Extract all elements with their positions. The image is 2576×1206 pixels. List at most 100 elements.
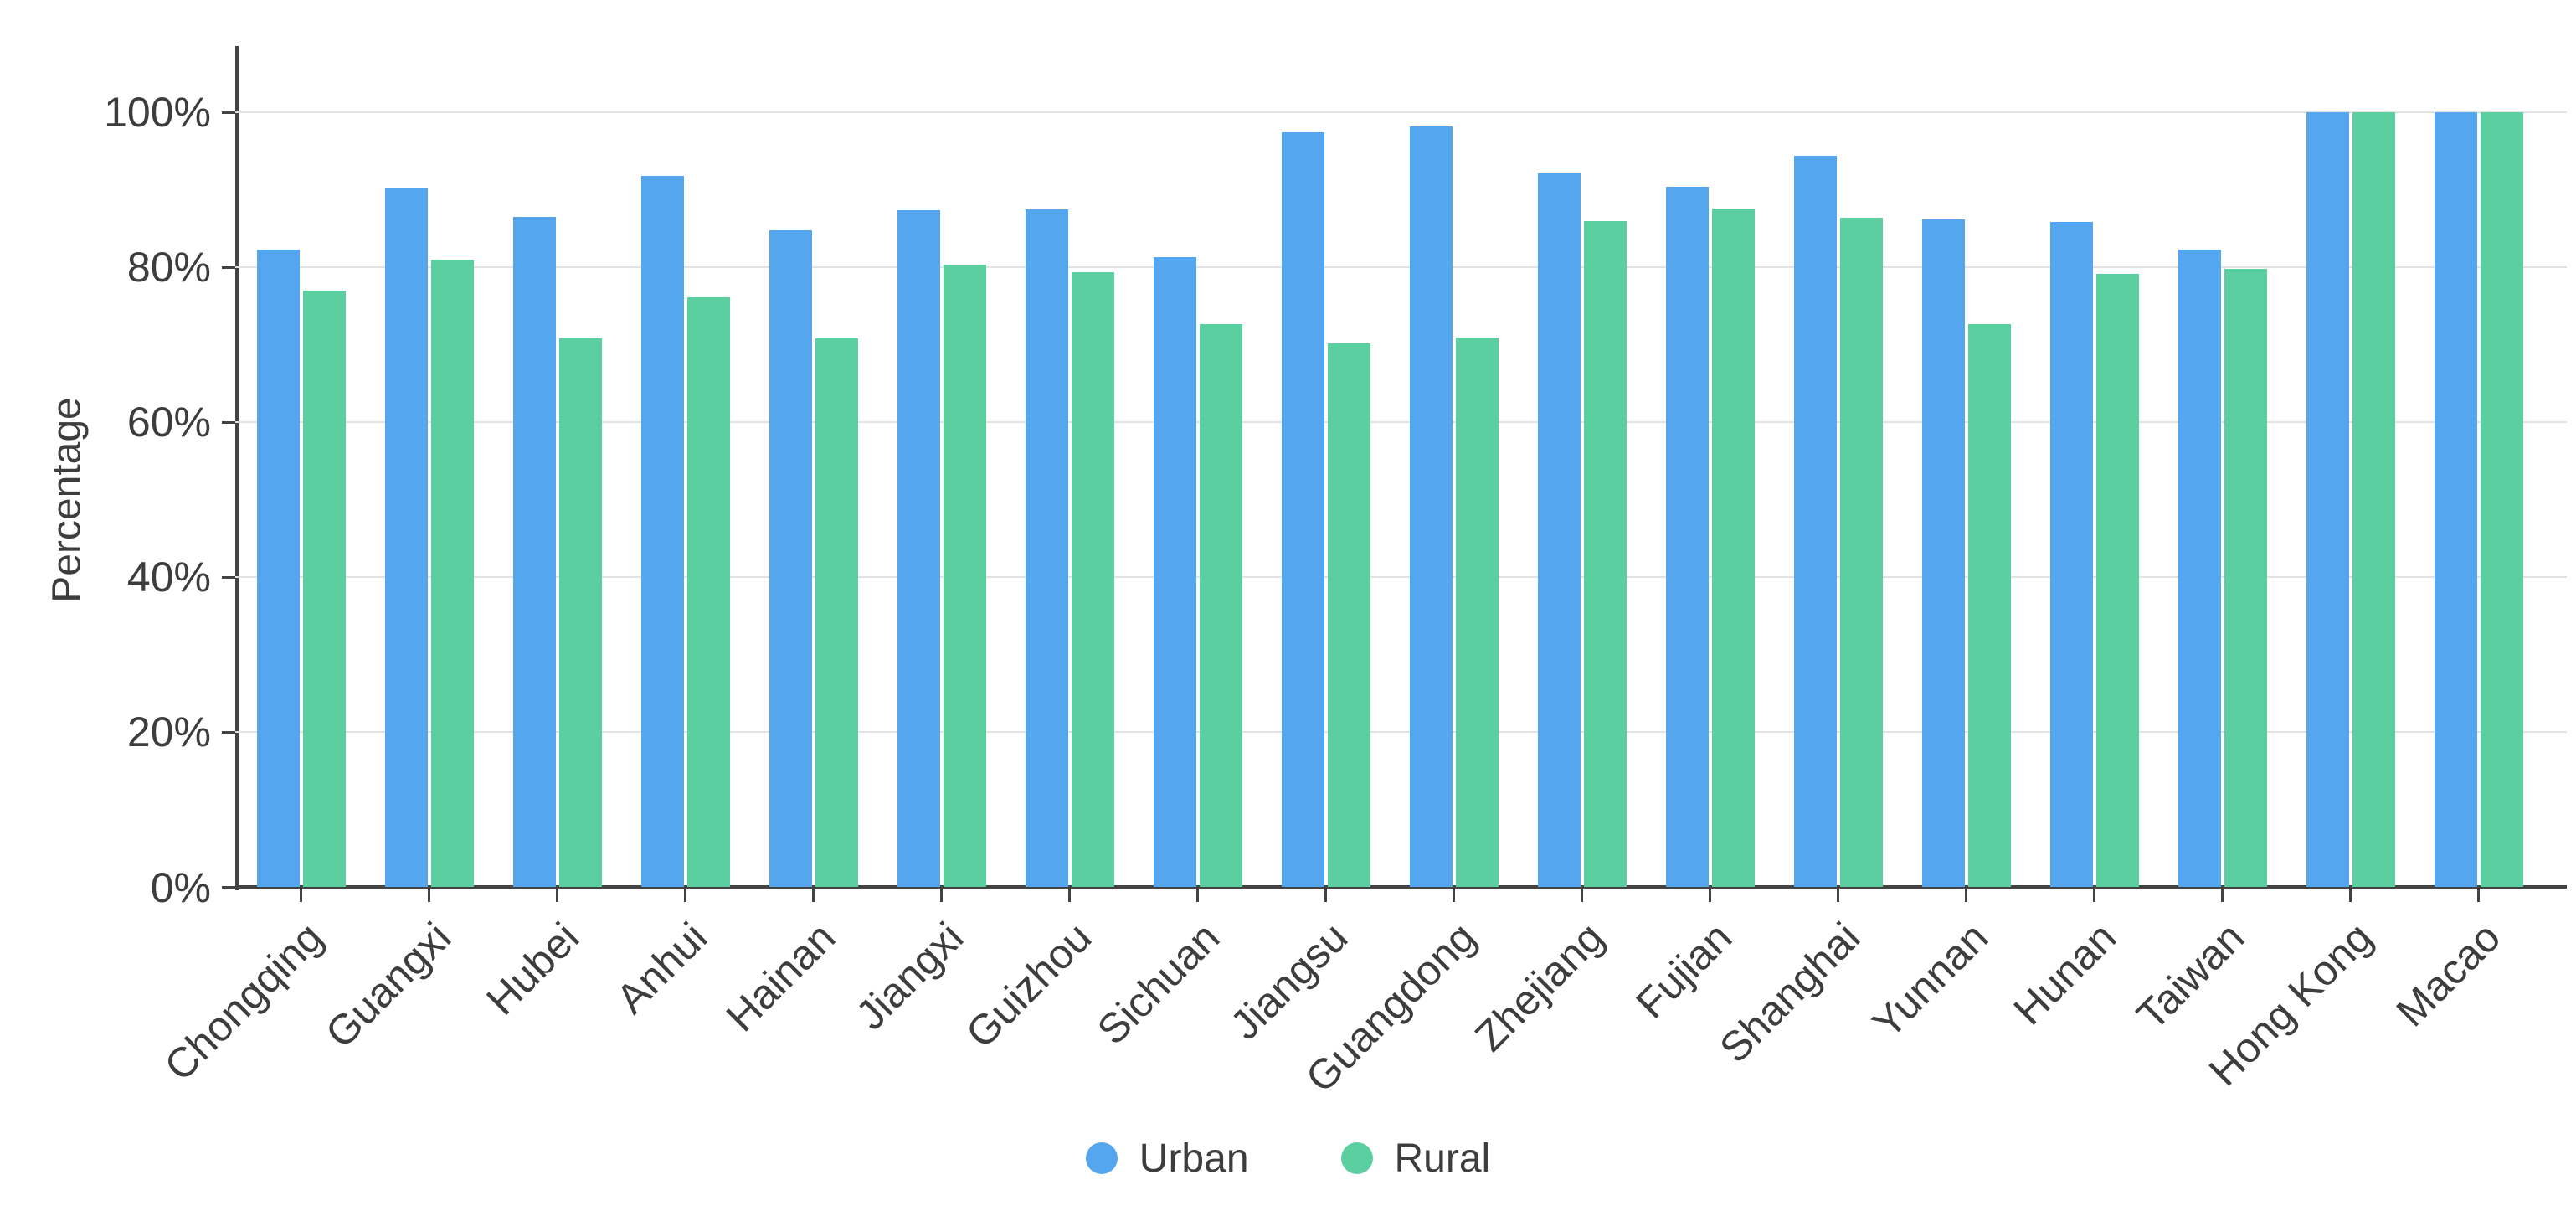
bar-rural-sichuan <box>1199 324 1242 887</box>
bar-group-guangdong <box>1390 112 1518 887</box>
bar-rural-macao <box>2480 112 2523 887</box>
x-tick-mark-hainan <box>812 889 815 902</box>
bar-urban-hong-kong <box>2306 112 2349 887</box>
gridline-40 <box>235 576 2567 579</box>
bar-group-guangxi <box>365 112 493 887</box>
bar-urban-taiwan <box>2178 249 2221 887</box>
legend: Urban Rural <box>0 1129 2576 1188</box>
x-label-zhejiang: Zhejiang <box>1465 913 1612 1060</box>
y-tick-label-60: 60% <box>126 399 211 446</box>
x-label-guizhou: Guizhou <box>956 913 1100 1057</box>
bar-urban-chongqing <box>256 249 300 887</box>
bar-rural-zhejiang <box>1583 220 1627 887</box>
bar-urban-jiangxi <box>897 210 940 887</box>
bar-group-fujian <box>1646 112 1774 887</box>
x-tick-mark-hubei <box>556 889 558 902</box>
y-tick-mark-40 <box>222 575 235 579</box>
x-label-fujian: Fujian <box>1626 913 1740 1028</box>
bar-rural-yunnan <box>1967 324 2011 887</box>
x-tick-mark-jiangsu <box>1324 889 1327 902</box>
x-label-anhui: Anhui <box>606 913 716 1023</box>
x-label-sichuan: Sichuan <box>1087 913 1228 1054</box>
gridline-60 <box>235 421 2567 424</box>
y-tick-label-20: 20% <box>126 709 211 756</box>
bar-group-taiwan <box>2158 112 2286 887</box>
gridline-80 <box>235 266 2567 269</box>
y-tick-label-40: 40% <box>126 554 211 601</box>
y-tick-mark-20 <box>222 730 235 734</box>
bar-urban-zhejiang <box>1537 173 1581 887</box>
x-axis-line <box>235 885 2567 889</box>
bar-group-anhui <box>621 112 749 887</box>
bar-urban-guizhou <box>1025 209 1068 887</box>
bar-group-guizhou <box>1005 112 1134 887</box>
gridline-100 <box>235 111 2567 113</box>
bar-urban-sichuan <box>1153 256 1196 887</box>
bar-urban-anhui <box>640 175 684 887</box>
plot-area <box>237 112 2543 887</box>
bar-group-zhejiang <box>1518 112 1646 887</box>
bar-urban-jiangsu <box>1281 132 1324 887</box>
x-label-yunnan: Yunnan <box>1863 913 1997 1048</box>
gridline-20 <box>235 731 2567 734</box>
bar-group-chongqing <box>237 112 365 887</box>
bar-group-yunnan <box>1902 112 2030 887</box>
bar-rural-guizhou <box>1071 271 1114 887</box>
x-tick-mark-fujian <box>1709 889 1711 902</box>
y-tick-mark-80 <box>222 265 235 269</box>
bar-urban-hainan <box>769 229 812 887</box>
bar-urban-yunnan <box>1921 219 1965 887</box>
x-label-chongqing: Chongqing <box>155 913 332 1090</box>
bar-group-macao <box>2414 112 2543 887</box>
bar-urban-hunan <box>2049 222 2093 887</box>
legend-label-rural: Rural <box>1394 1136 1491 1181</box>
y-axis-title: Percentage <box>44 397 90 603</box>
bar-rural-shanghai <box>1839 217 1883 887</box>
x-tick-mark-yunnan <box>1965 889 1967 902</box>
x-label-hunan: Hunan <box>2004 913 2125 1034</box>
bar-rural-jiangsu <box>1327 343 1370 887</box>
bar-rural-fujian <box>1711 208 1755 887</box>
bar-group-hunan <box>2030 112 2158 887</box>
x-label-macao: Macao <box>2387 913 2509 1036</box>
y-tick-label-0: 0% <box>150 863 211 911</box>
bar-rural-hunan <box>2095 274 2139 887</box>
bar-rural-hubei <box>558 338 602 887</box>
bar-urban-guangdong <box>1409 126 1453 887</box>
x-tick-mark-macao <box>2477 889 2480 902</box>
x-tick-mark-taiwan <box>2221 889 2224 902</box>
y-tick-mark-60 <box>222 420 235 424</box>
bar-urban-macao <box>2434 112 2477 887</box>
x-tick-mark-guizhou <box>1068 889 1071 902</box>
x-tick-mark-guangxi <box>428 889 430 902</box>
y-tick-label-80: 80% <box>126 244 211 291</box>
bar-rural-guangdong <box>1455 338 1499 887</box>
x-label-hainan: Hainan <box>717 913 844 1041</box>
y-tick-mark-100 <box>222 111 235 114</box>
y-axis-line <box>235 46 239 890</box>
legend-label-urban: Urban <box>1139 1136 1249 1181</box>
bar-group-hong-kong <box>2286 112 2414 887</box>
bar-rural-anhui <box>686 297 730 887</box>
bar-rural-chongqing <box>302 290 346 887</box>
x-label-guangxi: Guangxi <box>316 913 460 1057</box>
x-tick-mark-chongqing <box>300 889 302 902</box>
bar-group-jiangxi <box>877 112 1005 887</box>
legend-dot-rural-icon <box>1340 1142 1373 1174</box>
x-label-taiwan: Taiwan <box>2127 913 2253 1039</box>
legend-item-rural[interactable]: Rural <box>1340 1136 1491 1182</box>
legend-item-urban[interactable]: Urban <box>1085 1136 1249 1182</box>
bar-rural-guangxi <box>430 259 474 887</box>
bar-group-hainan <box>749 112 877 887</box>
y-tick-mark-0 <box>222 886 235 889</box>
x-tick-mark-sichuan <box>1196 889 1199 902</box>
bar-urban-fujian <box>1665 186 1709 887</box>
x-tick-mark-hong-kong <box>2349 889 2352 902</box>
bar-group-jiangsu <box>1262 112 1390 887</box>
x-tick-mark-hunan <box>2093 889 2095 902</box>
bar-group-sichuan <box>1134 112 1262 887</box>
bar-rural-hong-kong <box>2352 112 2395 887</box>
x-tick-mark-anhui <box>684 889 686 902</box>
bar-rural-jiangxi <box>943 265 986 887</box>
x-tick-mark-shanghai <box>1837 889 1839 902</box>
